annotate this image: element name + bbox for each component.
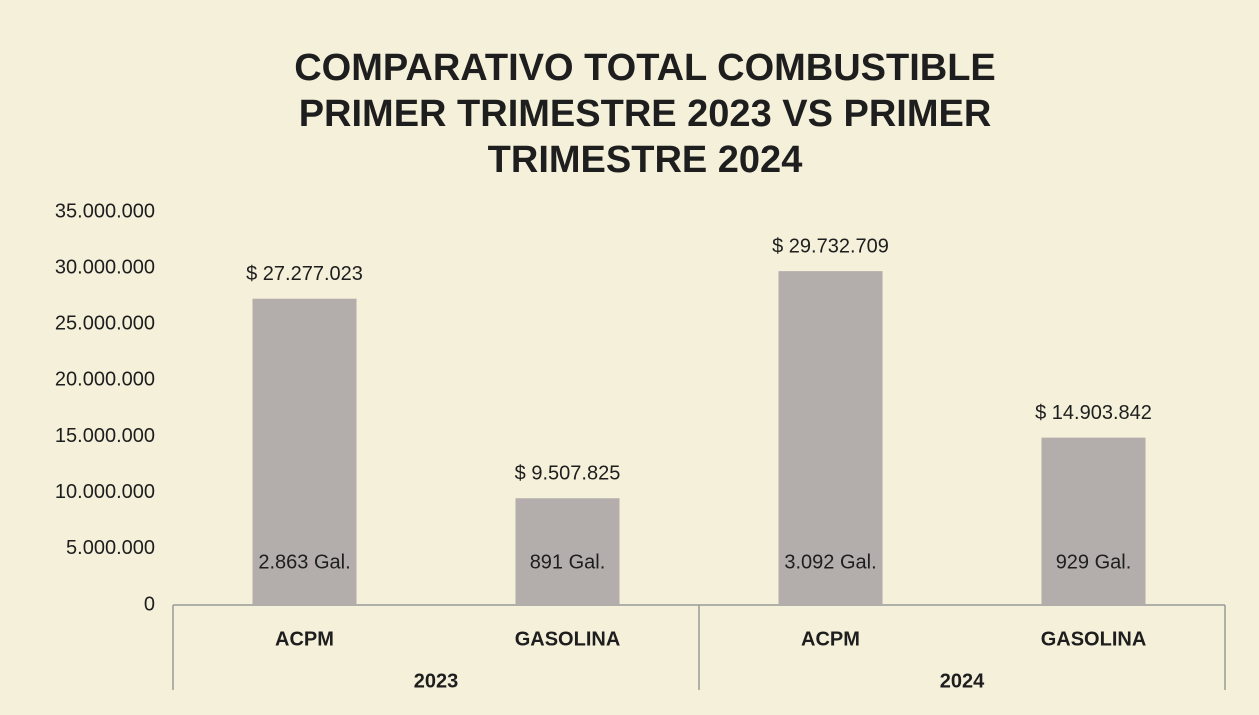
value-label: $ 27.277.023 bbox=[246, 263, 363, 285]
x-tick-label: GASOLINA bbox=[515, 628, 621, 650]
chart-title: TRIMESTRE 2024 bbox=[488, 139, 803, 181]
x-tick-label: ACPM bbox=[275, 628, 334, 650]
x-tick-label: GASOLINA bbox=[1041, 628, 1147, 650]
y-tick-label: 0 bbox=[144, 593, 155, 615]
y-tick-label: 35.000.000 bbox=[55, 200, 155, 222]
value-label: $ 14.903.842 bbox=[1035, 402, 1152, 424]
value-label: $ 29.732.709 bbox=[772, 235, 889, 257]
gallon-label: 891 Gal. bbox=[530, 551, 606, 573]
chart-title: COMPARATIVO TOTAL COMBUSTIBLE bbox=[294, 47, 996, 89]
group-label: 2024 bbox=[940, 670, 985, 692]
y-tick-label: 5.000.000 bbox=[66, 537, 155, 559]
bar bbox=[1041, 437, 1146, 605]
bar bbox=[515, 498, 620, 605]
x-tick-label: ACPM bbox=[801, 628, 860, 650]
y-tick-label: 20.000.000 bbox=[55, 369, 155, 391]
chart-title: PRIMER TRIMESTRE 2023 VS PRIMER bbox=[299, 93, 992, 135]
gallon-label: 929 Gal. bbox=[1056, 551, 1132, 573]
y-tick-label: 25.000.000 bbox=[55, 313, 155, 335]
gallon-label: 2.863 Gal. bbox=[258, 551, 350, 573]
gallon-label: 3.092 Gal. bbox=[784, 551, 876, 573]
bar bbox=[252, 298, 357, 605]
y-tick-label: 15.000.000 bbox=[55, 425, 155, 447]
y-tick-label: 30.000.000 bbox=[55, 256, 155, 278]
group-label: 2023 bbox=[414, 670, 459, 692]
y-tick-label: 10.000.000 bbox=[55, 481, 155, 503]
bar bbox=[778, 271, 883, 605]
value-label: $ 9.507.825 bbox=[515, 463, 621, 485]
